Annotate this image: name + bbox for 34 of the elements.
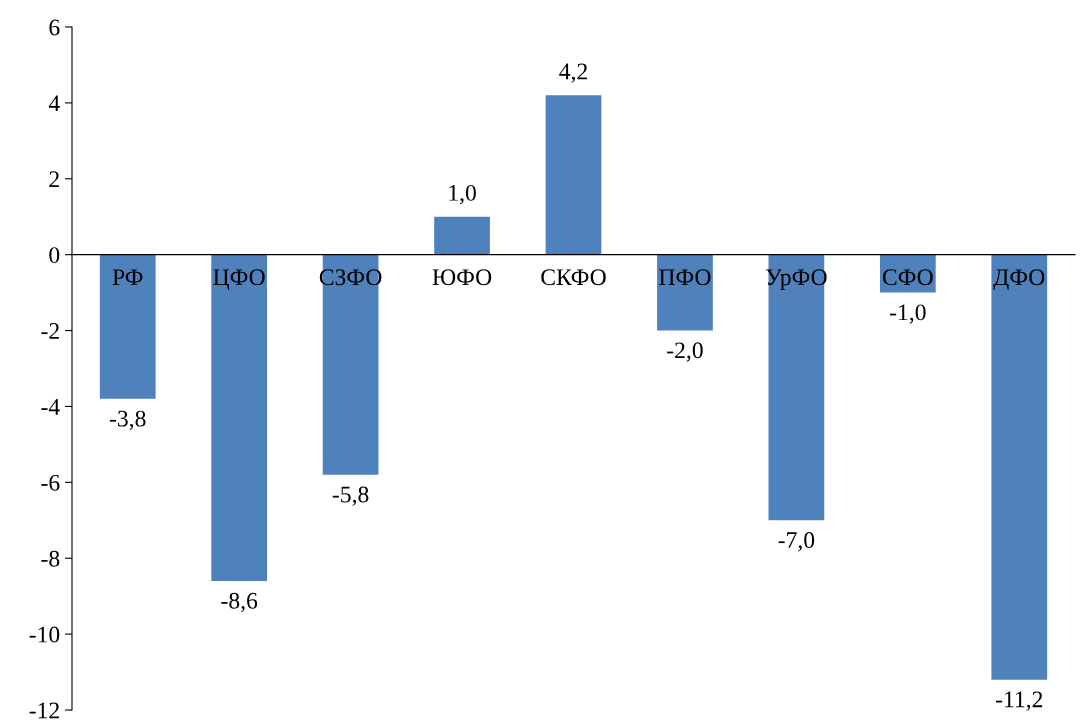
bar <box>657 254 713 331</box>
data-label: -11,2 <box>996 691 1043 711</box>
data-label: -7,0 <box>778 532 815 552</box>
x-tick-label: ЮФО <box>432 269 492 286</box>
y-tick-label: -12 <box>29 702 59 719</box>
bar <box>434 216 490 255</box>
y-tick-label: -8 <box>41 550 60 567</box>
x-tick-label: ДФО <box>993 269 1045 290</box>
data-label: -3,8 <box>109 410 146 430</box>
data-label: 4,2 <box>559 63 587 83</box>
data-label: 1,0 <box>449 184 476 205</box>
data-label: -1,0 <box>890 304 926 324</box>
data-label: -5,8 <box>332 486 369 506</box>
x-tick-label: ЦФО <box>213 269 265 290</box>
x-tick-label: РФ <box>112 269 143 285</box>
y-tick-label: -10 <box>29 626 60 643</box>
y-tick-label: -2 <box>41 323 59 339</box>
x-tick-label: СФО <box>882 269 933 286</box>
x-tick-label: ПФО <box>659 269 711 286</box>
bar <box>991 254 1048 680</box>
y-tick-label: 2 <box>49 171 59 187</box>
bar <box>545 95 602 255</box>
y-tick-label: -6 <box>41 474 60 491</box>
data-label: -8,6 <box>221 592 258 613</box>
bar <box>768 254 825 521</box>
bar <box>211 254 268 581</box>
bar <box>879 254 936 293</box>
y-tick-label: 6 <box>49 19 60 36</box>
y-tick-label: 4 <box>48 95 60 112</box>
y-tick-label: 0 <box>49 247 60 264</box>
y-tick-label: -4 <box>41 399 60 415</box>
data-label: -2,0 <box>667 342 703 362</box>
bar <box>99 254 156 399</box>
x-tick-label: СКФО <box>541 269 606 286</box>
